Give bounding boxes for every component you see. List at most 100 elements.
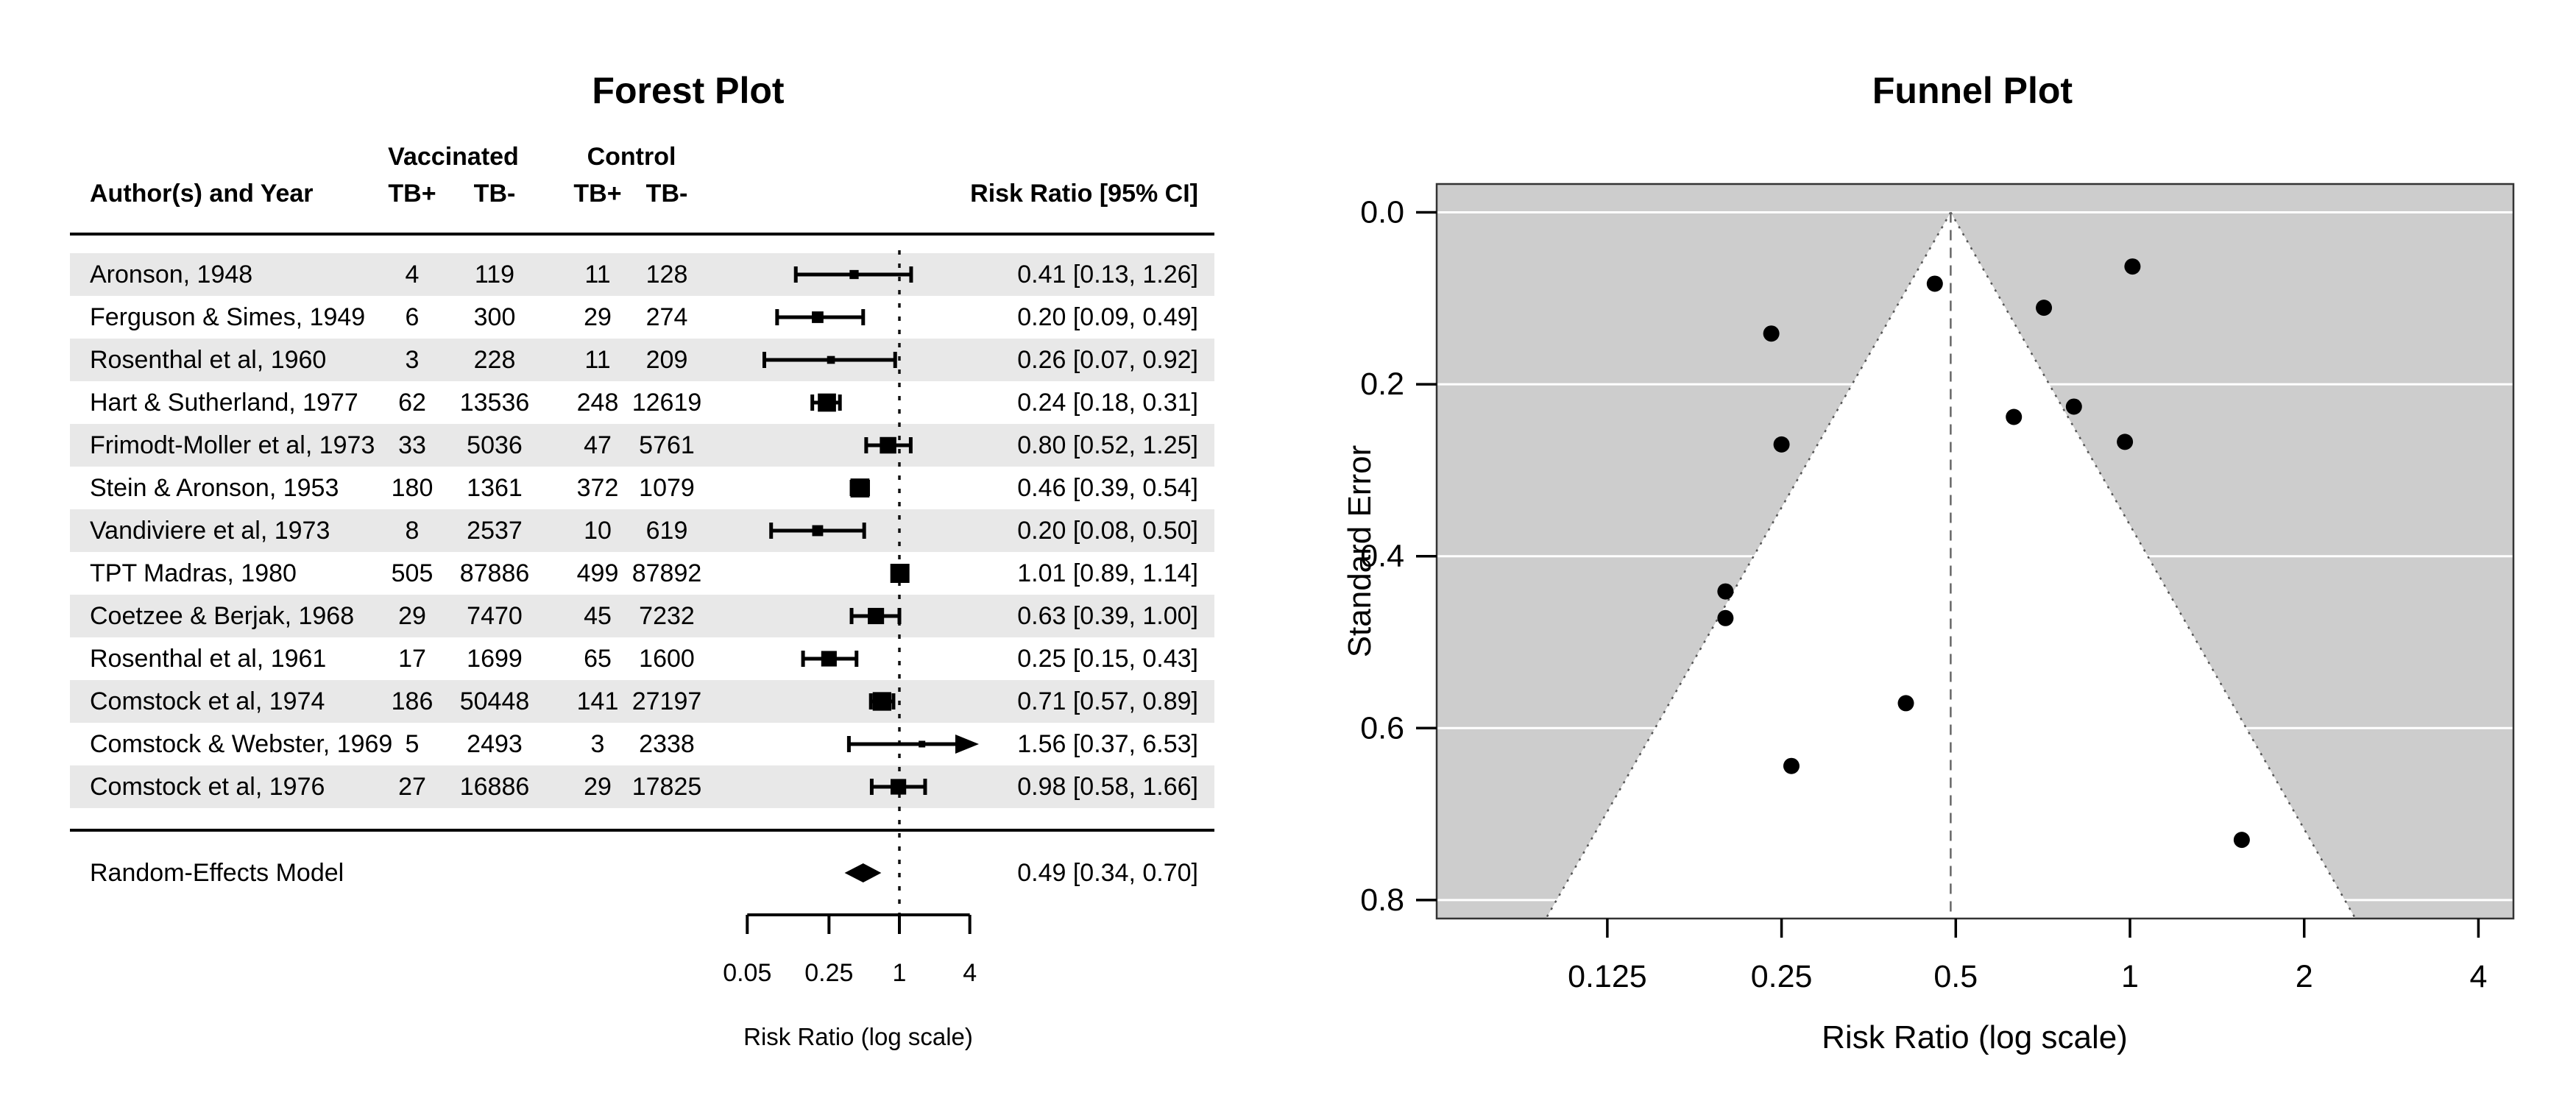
effect-square — [890, 564, 910, 583]
rr-ci-value: 0.98 [0.58, 1.66] — [1017, 773, 1198, 801]
study-author: Ferguson & Simes, 1949 — [90, 303, 365, 331]
control-group-header: Control — [587, 143, 676, 171]
rr-ci-value: 0.20 [0.09, 0.49] — [1017, 303, 1198, 331]
forest-axis-tick-label: 0.25 — [804, 959, 853, 987]
count-value: 499 — [577, 559, 619, 587]
rr-ci-value: 1.01 [0.89, 1.14] — [1017, 559, 1198, 587]
study-point — [2233, 832, 2250, 849]
count-value: 619 — [646, 517, 688, 545]
effect-square — [827, 355, 835, 364]
study-author: Rosenthal et al, 1961 — [90, 645, 326, 673]
row-band — [70, 424, 1214, 467]
funnel-x-tick-label: 0.5 — [1933, 959, 1978, 994]
study-author: TPT Madras, 1980 — [90, 559, 297, 587]
vaccinated-tbneg-header: TB- — [473, 180, 516, 208]
count-value: 87892 — [632, 559, 702, 587]
study-point — [1763, 325, 1780, 342]
funnel-x-tick-label: 4 — [2469, 959, 2487, 994]
summary-rule — [70, 829, 1214, 832]
effect-square — [868, 607, 885, 625]
study-point — [1717, 609, 1734, 626]
control-tbneg-header: TB- — [645, 180, 688, 208]
row-band — [70, 765, 1214, 808]
row-band — [70, 509, 1214, 552]
count-value: 180 — [392, 474, 434, 502]
count-value: 186 — [392, 687, 434, 715]
count-value: 62 — [398, 389, 426, 417]
study-author: Comstock et al, 1976 — [90, 773, 325, 801]
study-point — [1897, 695, 1914, 712]
forest-x-axis-label: Risk Ratio (log scale) — [743, 1023, 973, 1050]
effect-square — [872, 692, 892, 711]
rr-ci-value: 1.56 [0.37, 6.53] — [1017, 730, 1198, 758]
count-value: 7232 — [639, 602, 695, 630]
study-point — [1773, 436, 1790, 453]
count-value: 27 — [398, 773, 426, 801]
count-value: 128 — [646, 261, 688, 289]
row-band — [70, 595, 1214, 637]
funnel-y-tick-label: 0.2 — [1360, 367, 1404, 402]
effect-square — [890, 779, 907, 795]
count-value: 5761 — [639, 431, 695, 459]
effect-square — [849, 269, 859, 280]
effect-square — [818, 393, 836, 412]
funnel-y-tick-label: 0.8 — [1360, 882, 1404, 918]
count-value: 29 — [398, 602, 426, 630]
count-value: 16886 — [460, 773, 530, 801]
count-value: 209 — [646, 346, 688, 374]
control-tbpos-header: TB+ — [573, 180, 622, 208]
study-author: Coetzee & Berjak, 1968 — [90, 602, 354, 630]
forest-axis-tick-label: 4 — [963, 959, 977, 987]
count-value: 505 — [392, 559, 434, 587]
count-value: 6 — [406, 303, 420, 331]
rr-ci-value: 0.71 [0.57, 0.89] — [1017, 687, 1198, 715]
funnel-x-axis-label: Risk Ratio (log scale) — [1822, 1019, 2128, 1055]
count-value: 29 — [584, 303, 612, 331]
count-value: 2493 — [467, 730, 523, 758]
count-value: 2537 — [467, 517, 523, 545]
count-value: 12619 — [632, 389, 702, 417]
effect-square — [812, 525, 824, 537]
funnel-x-tick-label: 2 — [2296, 959, 2313, 994]
count-value: 1600 — [639, 645, 695, 673]
count-value: 248 — [577, 389, 619, 417]
row-band — [70, 339, 1214, 381]
study-author: Hart & Sutherland, 1977 — [90, 389, 358, 417]
vaccinated-tbpos-header: TB+ — [388, 180, 436, 208]
study-author: Comstock et al, 1974 — [90, 687, 325, 715]
funnel-x-tick-label: 1 — [2121, 959, 2139, 994]
risk-ratio-column-header: Risk Ratio [95% CI] — [970, 180, 1198, 208]
summary-label: Random-Effects Model — [90, 859, 344, 887]
count-value: 228 — [474, 346, 516, 374]
count-value: 372 — [577, 474, 619, 502]
confidence-funnel — [1546, 212, 2356, 919]
study-author: Frimodt-Moller et al, 1973 — [90, 431, 375, 459]
effect-square — [821, 651, 837, 667]
rr-ci-value: 0.26 [0.07, 0.92] — [1017, 346, 1198, 374]
study-point — [1717, 583, 1734, 600]
count-value: 4 — [406, 261, 420, 289]
summary-value: 0.49 [0.34, 0.70] — [1017, 859, 1198, 887]
funnel-plot-border — [1435, 183, 2515, 920]
study-point — [2117, 434, 2134, 450]
rr-ci-value: 0.63 [0.39, 1.00] — [1017, 602, 1198, 630]
count-value: 3 — [591, 730, 605, 758]
study-point — [2006, 408, 2023, 425]
count-value: 13536 — [460, 389, 530, 417]
forest-axis-tick-label: 0.05 — [723, 959, 771, 987]
count-value: 2338 — [639, 730, 695, 758]
study-point — [1783, 757, 1800, 774]
rr-ci-value: 0.41 [0.13, 1.26] — [1017, 261, 1198, 289]
count-value: 7470 — [467, 602, 523, 630]
funnel-x-tick-label: 0.125 — [1568, 959, 1647, 994]
forest-axis-tick-label: 1 — [893, 959, 907, 987]
count-value: 1079 — [639, 474, 695, 502]
study-point — [2065, 398, 2082, 415]
summary-diamond — [844, 863, 882, 882]
funnel-y-axis-label: Standard Error — [1342, 445, 1378, 658]
count-value: 50448 — [460, 687, 530, 715]
funnel-edge-left — [1545, 211, 1952, 919]
count-value: 119 — [475, 261, 514, 289]
